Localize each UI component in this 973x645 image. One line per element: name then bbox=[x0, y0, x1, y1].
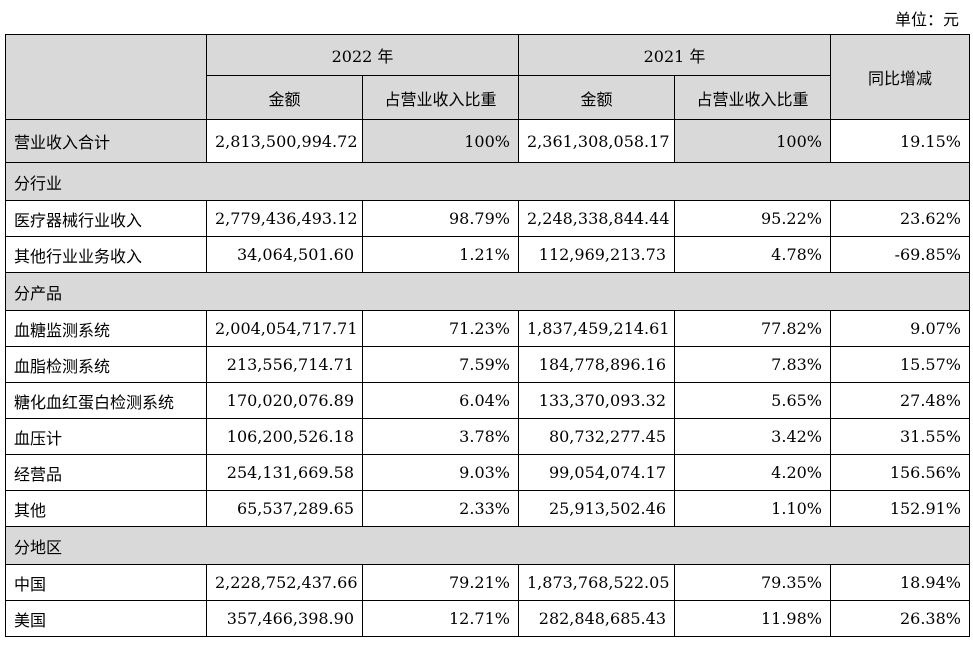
row-label: 血糖监测系统 bbox=[5, 310, 207, 347]
yoy-change: 31.55% bbox=[830, 418, 970, 455]
table-row: 血脂检测系统 213,556,714.71 7.59% 184,778,896.16 7… bbox=[5, 346, 970, 383]
header-corner-cell bbox=[5, 34, 207, 120]
yoy-change: 9.07% bbox=[830, 310, 970, 347]
yoy-change: 156.56% bbox=[830, 454, 970, 491]
total-amount-2021: 2,361,308,058.17 bbox=[518, 119, 675, 163]
amount-2022: 2,228,752,437.66 bbox=[206, 564, 363, 601]
share-2021: 7.83% bbox=[674, 346, 831, 383]
amount-2022: 2,004,054,717.71 bbox=[206, 310, 363, 347]
amount-2022: 2,779,436,493.12 bbox=[206, 200, 363, 237]
share-2022: 6.04% bbox=[362, 382, 519, 419]
section-row: 分行业 bbox=[5, 162, 970, 201]
amount-2022: 65,537,289.65 bbox=[206, 490, 363, 527]
share-2021: 5.65% bbox=[674, 382, 831, 419]
share-2022: 1.21% bbox=[362, 236, 519, 273]
row-label: 糖化血红蛋白检测系统 bbox=[5, 382, 207, 419]
share-2022: 71.23% bbox=[362, 310, 519, 347]
table-row: 糖化血红蛋白检测系统 170,020,076.89 6.04% 133,370,093… bbox=[5, 382, 970, 419]
amount-2022: 254,131,669.58 bbox=[206, 454, 363, 491]
table-row: 其他 65,537,289.65 2.33% 25,913,502.46 1.10% 15… bbox=[5, 490, 970, 527]
table-row: 经营品 254,131,669.58 9.03% 99,054,074.17 4.20%… bbox=[5, 454, 970, 491]
amount-2021: 133,370,093.32 bbox=[518, 382, 675, 419]
total-share-2021: 100% bbox=[674, 119, 831, 163]
yoy-change: -69.85% bbox=[830, 236, 970, 273]
section-title: 分产品 bbox=[5, 272, 970, 311]
row-label: 经营品 bbox=[5, 454, 207, 491]
total-amount-2022: 2,813,500,994.72 bbox=[206, 119, 363, 163]
amount-2021: 1,873,768,522.05 bbox=[518, 564, 675, 601]
total-row: 营业收入合计 2,813,500,994.72 100% 2,361,308,0… bbox=[5, 119, 970, 163]
header-amount-2022: 金额 bbox=[206, 75, 363, 120]
share-2022: 79.21% bbox=[362, 564, 519, 601]
header-year-2021: 2021 年 bbox=[518, 34, 831, 76]
amount-2021: 184,778,896.16 bbox=[518, 346, 675, 383]
yoy-change: 15.57% bbox=[830, 346, 970, 383]
table-row: 中国 2,228,752,437.66 79.21% 1,873,768,522.05… bbox=[5, 564, 970, 601]
amount-2021: 1,837,459,214.61 bbox=[518, 310, 675, 347]
total-yoy: 19.15% bbox=[830, 119, 970, 163]
unit-label: 单位：元 bbox=[894, 10, 959, 29]
section-row: 分产品 bbox=[5, 272, 970, 311]
amount-2022: 34,064,501.60 bbox=[206, 236, 363, 273]
share-2021: 11.98% bbox=[674, 600, 831, 637]
amount-2021: 2,248,338,844.44 bbox=[518, 200, 675, 237]
header-amount-2021: 金额 bbox=[518, 75, 675, 120]
share-2022: 3.78% bbox=[362, 418, 519, 455]
row-label: 血压计 bbox=[5, 418, 207, 455]
row-label: 美国 bbox=[5, 600, 207, 637]
yoy-change: 27.48% bbox=[830, 382, 970, 419]
amount-2021: 25,913,502.46 bbox=[518, 490, 675, 527]
yoy-change: 152.91% bbox=[830, 490, 970, 527]
share-2022: 9.03% bbox=[362, 454, 519, 491]
table-row: 美国 357,466,398.90 12.71% 282,848,685.43 11.9… bbox=[5, 600, 970, 637]
row-label: 血脂检测系统 bbox=[5, 346, 207, 383]
share-2022: 98.79% bbox=[362, 200, 519, 237]
share-2021: 79.35% bbox=[674, 564, 831, 601]
header-share-2021: 占营业收入比重 bbox=[674, 75, 831, 120]
yoy-change: 26.38% bbox=[830, 600, 970, 637]
amount-2022: 357,466,398.90 bbox=[206, 600, 363, 637]
row-label: 中国 bbox=[5, 564, 207, 601]
row-label: 医疗器械行业收入 bbox=[5, 200, 207, 237]
share-2021: 3.42% bbox=[674, 418, 831, 455]
yoy-change: 18.94% bbox=[830, 564, 970, 601]
share-2021: 95.22% bbox=[674, 200, 831, 237]
share-2021: 4.20% bbox=[674, 454, 831, 491]
section-row: 分地区 bbox=[5, 526, 970, 565]
share-2021: 77.82% bbox=[674, 310, 831, 347]
row-label: 其他行业业务收入 bbox=[5, 236, 207, 273]
table-row: 血压计 106,200,526.18 3.78% 80,732,277.45 3.42%… bbox=[5, 418, 970, 455]
share-2021: 4.78% bbox=[674, 236, 831, 273]
amount-2022: 170,020,076.89 bbox=[206, 382, 363, 419]
total-share-2022: 100% bbox=[362, 119, 519, 163]
section-title: 分地区 bbox=[5, 526, 970, 565]
table-row: 医疗器械行业收入 2,779,436,493.12 98.79% 2,248,338,… bbox=[5, 200, 970, 237]
header-row-years: 2022 年 2021 年 同比增减 bbox=[5, 34, 970, 120]
amount-2022: 106,200,526.18 bbox=[206, 418, 363, 455]
amount-2021: 282,848,685.43 bbox=[518, 600, 675, 637]
amount-2021: 99,054,074.17 bbox=[518, 454, 675, 491]
share-2022: 12.71% bbox=[362, 600, 519, 637]
table-row: 血糖监测系统 2,004,054,717.71 71.23% 1,837,459,21… bbox=[5, 310, 970, 347]
section-title: 分行业 bbox=[5, 162, 970, 201]
header-row-columns: 金额 占营业收入比重 金额 占营业收入比重 bbox=[6, 75, 970, 120]
header-yoy: 同比增减 bbox=[830, 34, 970, 120]
share-2022: 7.59% bbox=[362, 346, 519, 383]
total-label: 营业收入合计 bbox=[5, 119, 207, 163]
header-share-2022: 占营业收入比重 bbox=[362, 75, 519, 120]
row-label: 其他 bbox=[5, 490, 207, 527]
yoy-change: 23.62% bbox=[830, 200, 970, 237]
share-2022: 2.33% bbox=[362, 490, 519, 527]
table-row: 其他行业业务收入 34,064,501.60 1.21% 112,969,213.73… bbox=[5, 236, 970, 273]
amount-2022: 213,556,714.71 bbox=[206, 346, 363, 383]
revenue-table: 2022 年 2021 年 同比增减 金额 占营业收入比重 金额 占营业收入比重… bbox=[5, 34, 970, 637]
amount-2021: 80,732,277.45 bbox=[518, 418, 675, 455]
share-2021: 1.10% bbox=[674, 490, 831, 527]
amount-2021: 112,969,213.73 bbox=[518, 236, 675, 273]
header-year-2022: 2022 年 bbox=[206, 34, 519, 76]
